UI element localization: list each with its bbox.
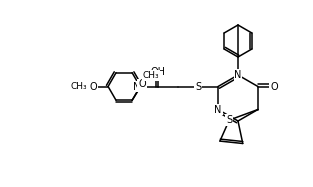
Text: O: O [89, 82, 97, 91]
Text: N: N [234, 70, 242, 80]
Text: CH₃: CH₃ [143, 71, 159, 80]
Text: CH₃: CH₃ [71, 82, 87, 91]
Text: O: O [270, 82, 278, 91]
Text: S: S [195, 82, 201, 91]
Text: N: N [214, 105, 222, 114]
Text: OH: OH [151, 67, 166, 76]
Text: O: O [138, 79, 146, 89]
Text: N: N [133, 82, 140, 91]
Text: S: S [226, 115, 232, 125]
